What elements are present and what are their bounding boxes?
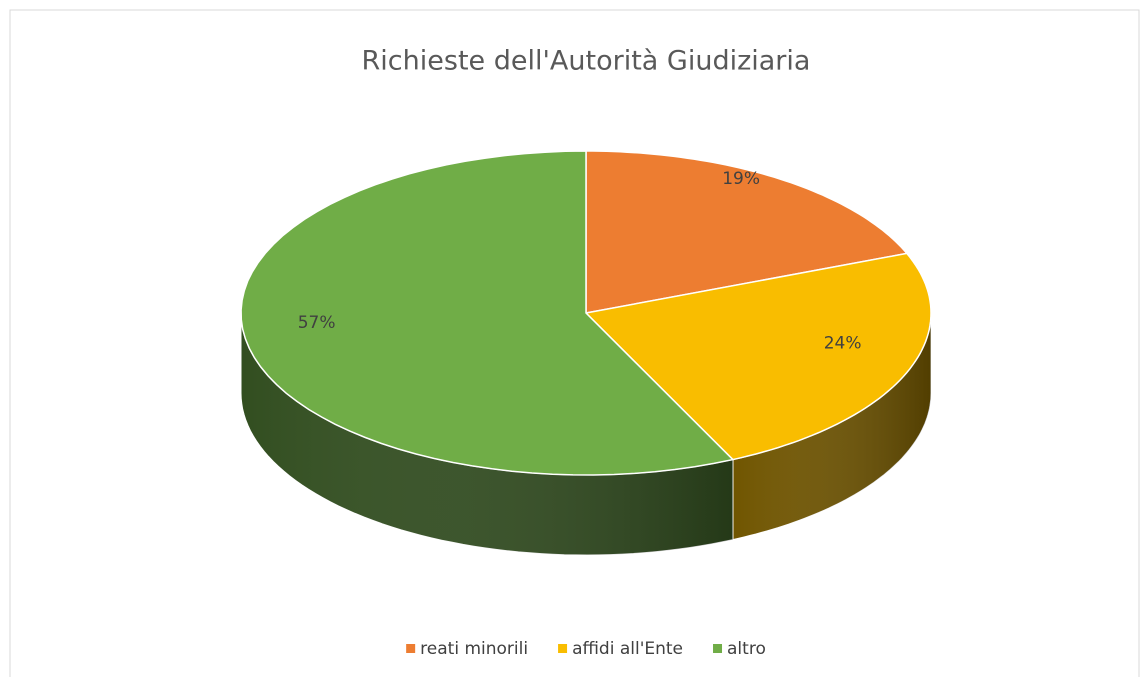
data-label: 19%: [722, 169, 760, 189]
pie-slice: [585, 150, 909, 314]
legend-label: altro: [727, 639, 766, 659]
data-label: 24%: [824, 334, 862, 354]
pie-side-shade: [241, 313, 733, 555]
legend-marker: [558, 644, 568, 653]
data-label: 57%: [298, 313, 336, 333]
chart-frame: [9, 9, 1140, 677]
legend-marker: [713, 644, 723, 653]
pie-slice: [240, 150, 735, 476]
legend-marker: [406, 644, 416, 653]
pie-slice: [584, 252, 932, 461]
legend-label: reati minorili: [420, 639, 528, 659]
chart-title: Richieste dell'Autorità Giudiziaria: [362, 46, 811, 77]
legend-label: affidi all'Ente: [572, 639, 683, 659]
pie-side-shade: [732, 313, 931, 540]
